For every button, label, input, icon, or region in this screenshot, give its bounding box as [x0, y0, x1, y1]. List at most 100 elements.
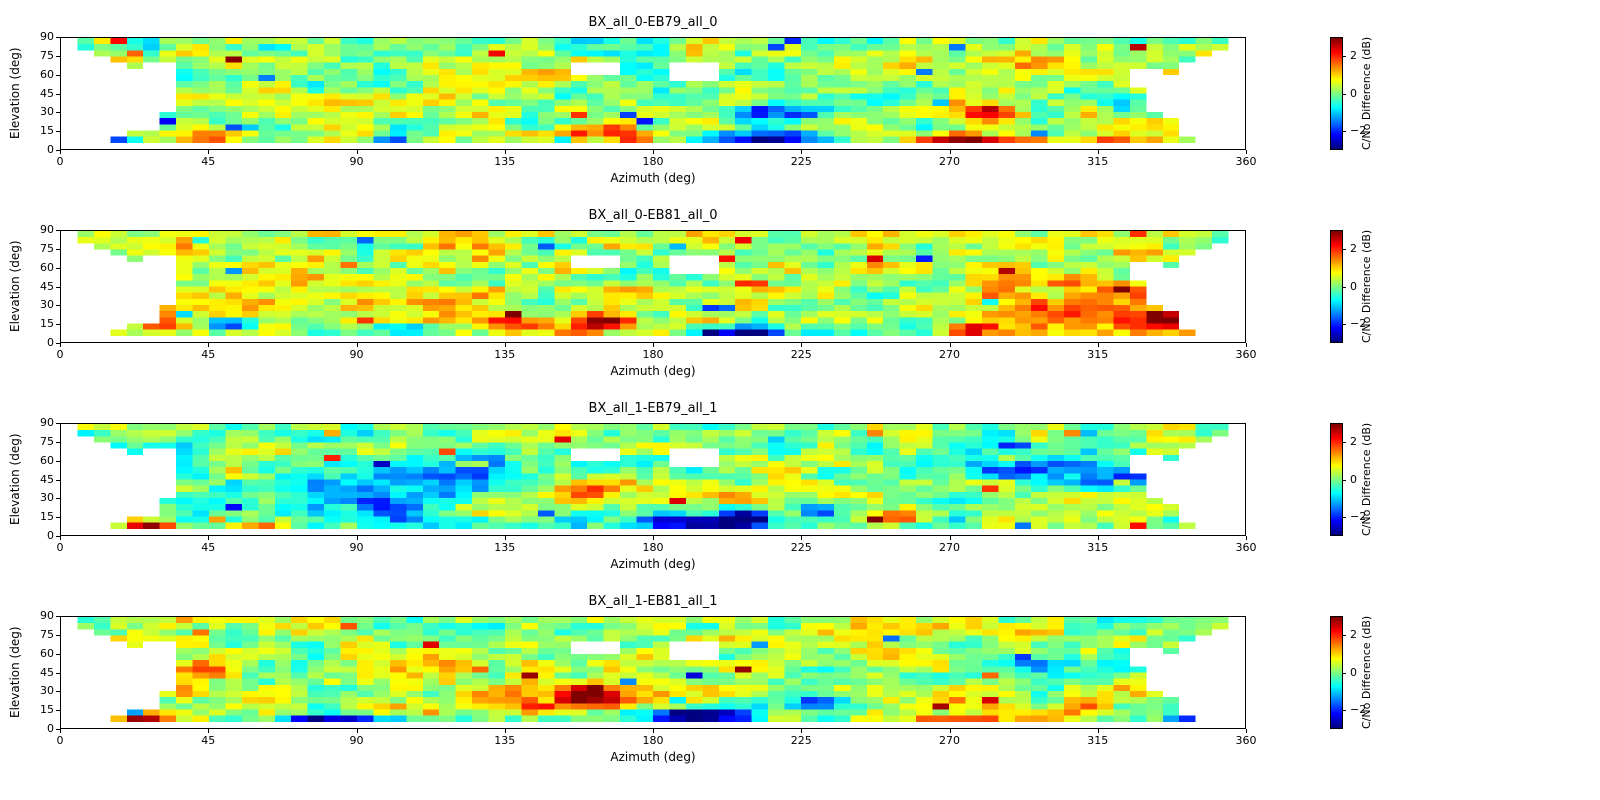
x-tick-mark [801, 150, 802, 154]
y-tick-label: 60 [40, 646, 54, 660]
y-tick-label: 90 [40, 223, 54, 236]
subplot-title: BX_all_1-EB81_all_1 [588, 594, 718, 609]
colorbar-tick-labels: 2 0 −2 [1346, 616, 1376, 729]
x-tick-label: 45 [201, 734, 216, 747]
colorbar-tick-label: 0 [1350, 279, 1357, 293]
heatmap-plot-area [60, 616, 1246, 729]
heatmap-plot-area [60, 423, 1246, 536]
x-tick-label: 90 [349, 734, 364, 747]
y-tick-label: 30 [40, 105, 54, 119]
y-tick-label: 60 [40, 453, 54, 467]
x-tick-label: 135 [494, 541, 516, 554]
y-tick-mark [56, 691, 60, 692]
x-tick-label: 270 [939, 541, 960, 554]
y-tick-labels: 0 15 30 45 60 75 90 [0, 31, 54, 156]
colorbar-tick-label: 0 [1350, 665, 1357, 679]
y-tick-mark [56, 498, 60, 499]
x-tick-mark [1098, 729, 1099, 733]
x-tick-mark [1098, 536, 1099, 540]
y-tick-mark [56, 56, 60, 57]
colorbar-label: C/No Difference (dB) [1360, 36, 1373, 150]
x-tick-mark [801, 536, 802, 540]
y-tick-labels: 0 15 30 45 60 75 90 [0, 610, 54, 735]
colorbar-tick-mark [1343, 287, 1346, 288]
y-tick-label: 15 [40, 124, 54, 138]
x-tick-mark [1098, 343, 1099, 347]
x-tick-mark [357, 343, 358, 347]
x-axis-label: Azimuth (deg) [610, 171, 696, 185]
y-tick-mark [56, 442, 60, 443]
colorbar-tick-label: −2 [1350, 703, 1367, 717]
x-tick-label: 180 [642, 155, 664, 168]
colorbar-tick-labels: 2 0 −2 [1346, 37, 1376, 150]
x-tick-label: 180 [642, 541, 664, 554]
y-tick-label: 45 [40, 86, 54, 100]
colorbar-canvas [1331, 617, 1342, 728]
x-tick-label: 0 [56, 155, 64, 168]
x-tick-mark [950, 343, 951, 347]
y-tick-mark [56, 37, 60, 38]
y-tick-mark [56, 480, 60, 481]
y-tick-label: 30 [40, 491, 54, 505]
x-tick-label: 180 [642, 734, 664, 747]
y-tick-mark [56, 517, 60, 518]
y-tick-mark [56, 673, 60, 674]
heatmap-canvas [61, 38, 1245, 149]
x-tick-mark [1246, 343, 1247, 347]
x-tick-mark [357, 536, 358, 540]
y-tick-mark [56, 324, 60, 325]
colorbar-tick-label: −2 [1350, 317, 1367, 331]
x-tick-mark [505, 729, 506, 733]
colorbar-tick-mark [1343, 56, 1346, 57]
y-tick-mark [56, 710, 60, 711]
colorbar [1330, 616, 1343, 729]
colorbar [1330, 230, 1343, 343]
y-tick-mark [56, 112, 60, 113]
x-tick-labels: 0 45 90 135 180 225 270 315 360 [57, 734, 1257, 747]
y-tick-mark [56, 131, 60, 132]
heatmap-plot-area [60, 230, 1246, 343]
y-tick-mark [56, 616, 60, 617]
y-tick-mark [56, 343, 60, 344]
x-tick-labels: 0 45 90 135 180 225 270 315 360 [57, 348, 1257, 361]
colorbar-tick-mark [1343, 324, 1346, 325]
y-tick-mark [56, 423, 60, 424]
colorbar-tick-label: 2 [1350, 241, 1357, 255]
colorbar-tick-mark [1343, 517, 1346, 518]
x-tick-label: 45 [201, 155, 216, 168]
y-tick-label: 15 [40, 510, 54, 524]
y-tick-label: 45 [40, 279, 54, 293]
colorbar-tick-labels: 2 0 −2 [1346, 230, 1376, 343]
x-tick-label: 360 [1235, 155, 1257, 168]
y-tick-mark [56, 230, 60, 231]
y-tick-label: 30 [40, 298, 54, 312]
colorbar-tick-mark [1343, 94, 1346, 95]
x-tick-label: 360 [1235, 541, 1257, 554]
colorbar-tick-mark [1343, 131, 1346, 132]
x-axis-label: Azimuth (deg) [610, 364, 696, 378]
x-tick-mark [1246, 729, 1247, 733]
colorbar-tick-mark [1343, 442, 1346, 443]
x-tick-label: 45 [201, 348, 216, 361]
y-tick-mark [56, 536, 60, 537]
colorbar-tick-mark [1343, 710, 1346, 711]
x-tick-mark [60, 536, 61, 540]
x-tick-label: 45 [201, 541, 216, 554]
colorbar-tick-label: 2 [1350, 627, 1357, 641]
y-tick-mark [56, 75, 60, 76]
x-tick-mark [1246, 536, 1247, 540]
x-axis-label: Azimuth (deg) [610, 750, 696, 764]
x-tick-mark [801, 729, 802, 733]
x-tick-mark [1098, 150, 1099, 154]
y-tick-label: 75 [40, 627, 54, 641]
y-tick-label: 90 [40, 30, 54, 43]
heatmap-subplot: BX_all_0-EB81_all_0 Elevation (deg) 0 15 3… [0, 204, 1600, 397]
y-tick-mark [56, 461, 60, 462]
x-tick-mark [208, 150, 209, 154]
colorbar-tick-label: −2 [1350, 124, 1367, 138]
colorbar-label: C/No Difference (dB) [1360, 422, 1373, 536]
y-tick-mark [56, 268, 60, 269]
colorbar-tick-mark [1343, 480, 1346, 481]
x-tick-mark [208, 343, 209, 347]
y-tick-label: 75 [40, 434, 54, 448]
